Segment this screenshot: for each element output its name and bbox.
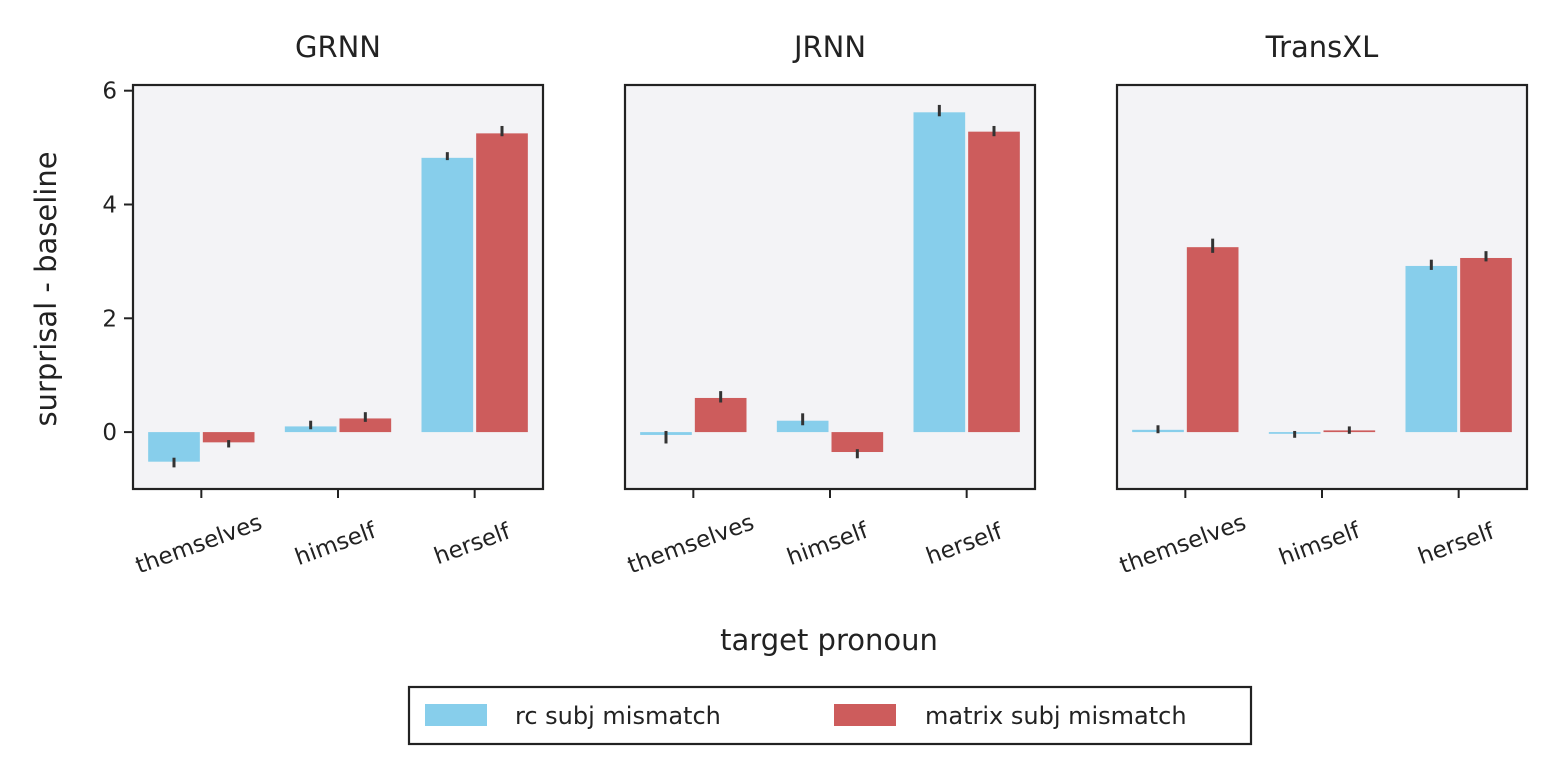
y-tick-label-2: 2 [102,306,117,332]
panel-title-grnn: GRNN [295,30,381,64]
x-tick-label-jrnn-herself: herself [923,518,1007,570]
y-tick-label-6: 6 [102,79,117,105]
panel-title-jrnn: JRNN [792,30,866,64]
panel-background-grnn [133,85,543,489]
bar-jrnn-himself-matrix-subj-mismatch [831,432,884,453]
y-axis-label: surprisal - baseline [29,151,63,426]
panel-title-transxl: TransXL [1265,30,1379,64]
legend-label-matrix-subj-mismatch: matrix subj mismatch [925,702,1187,730]
x-tick-label-transxl-himself: himself [1276,518,1365,571]
x-tick-label-grnn-herself: herself [431,518,515,570]
panel-background-transxl [1117,85,1527,489]
panel-frame-grnn [131,83,545,491]
bar-grnn-himself-matrix-subj-mismatch [339,418,392,433]
bar-jrnn-herself-matrix-subj-mismatch [968,131,1020,433]
bar-jrnn-himself-rc-subj-mismatch [776,420,829,433]
x-tick-label-grnn-themselves: themselves [132,510,265,580]
legend: rc subj mismatch matrix subj mismatch [407,685,1253,746]
panels-layer: GRNN themselves himself herself 0 2 4 6 JRNN them… [102,30,1529,580]
x-axis-label: target pronoun [720,623,938,657]
bar-jrnn-herself-rc-subj-mismatch [913,112,966,433]
panel-jrnn: JRNN themselves himself herself [623,30,1037,580]
x-tick-label-jrnn-themselves: themselves [624,510,757,580]
bar-transxl-herself-matrix-subj-mismatch [1460,257,1512,433]
y-tick-label-4: 4 [102,192,117,218]
bar-transxl-herself-rc-subj-mismatch [1405,265,1458,433]
bar-transxl-themselves-matrix-subj-mismatch [1186,247,1239,433]
bar-grnn-herself-rc-subj-mismatch [421,157,474,433]
panel-background-jrnn [625,85,1035,489]
panel-frame-jrnn [623,83,1037,491]
legend-label-rc-subj-mismatch: rc subj mismatch [515,702,721,730]
x-tick-label-jrnn-himself: himself [784,518,873,571]
x-tick-label-transxl-themselves: themselves [1116,510,1249,580]
x-tick-label-transxl-herself: herself [1415,518,1499,570]
panel-transxl: TransXL themselves himself herself [1115,30,1529,580]
bar-jrnn-themselves-matrix-subj-mismatch [694,397,747,433]
x-tick-label-grnn-himself: himself [292,518,381,571]
bar-grnn-himself-rc-subj-mismatch [284,426,337,433]
legend-frame [407,685,1253,746]
panel-grnn: GRNN themselves himself herself 0 2 4 6 [102,30,545,580]
legend-swatch-matrix-subj-mismatch [834,704,896,726]
legend-swatch-rc-subj-mismatch [425,704,487,726]
y-tick-label-0: 0 [102,420,117,446]
panel-frame-transxl [1115,83,1529,491]
bar-grnn-herself-matrix-subj-mismatch [476,133,528,433]
bar-grnn-themselves-matrix-subj-mismatch [202,432,255,443]
bar-grnn-themselves-rc-subj-mismatch [148,432,200,462]
